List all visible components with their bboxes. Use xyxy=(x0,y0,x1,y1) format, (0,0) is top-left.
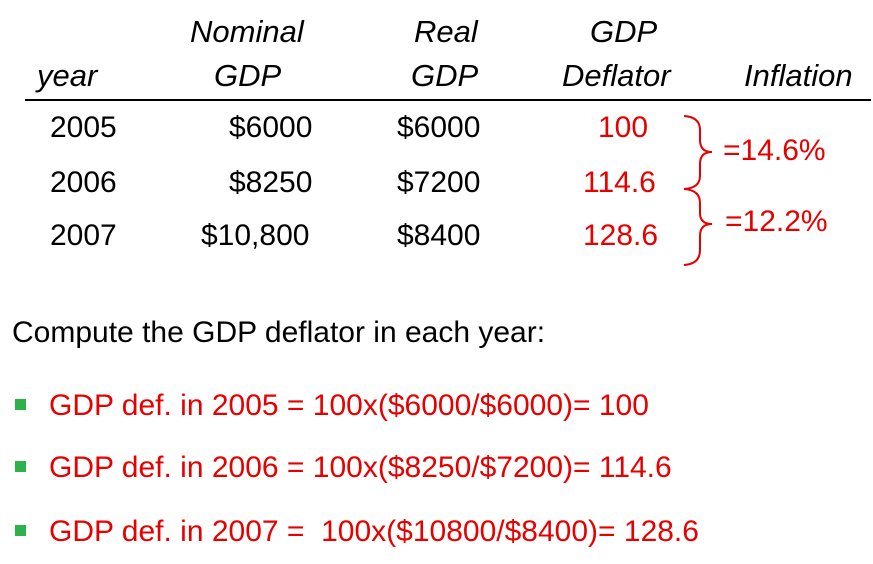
cell-nominal-2007: $10,800 xyxy=(201,219,310,252)
bullet-item-2005: GDP def. in 2005 = 100x($6000/$6000)= 10… xyxy=(49,389,649,422)
cell-deflator-2007: 128.6 xyxy=(583,219,659,252)
inflation-2007: =12.2% xyxy=(725,205,828,238)
header-deflator-line1: GDP xyxy=(590,14,658,49)
cell-deflator-2006: 114.6 xyxy=(583,166,656,199)
header-year: year xyxy=(37,58,98,93)
cell-real-2006: $7200 xyxy=(397,166,481,199)
square-bullet-icon xyxy=(15,461,26,472)
header-real-line2: GDP xyxy=(411,58,479,93)
cell-nominal-2006: $8250 xyxy=(229,166,313,199)
bullet-item-2006: GDP def. in 2006 = 100x($8250/$7200)= 11… xyxy=(49,451,672,484)
cell-year-2007: 2007 xyxy=(50,219,117,252)
header-nominal-line1: Nominal xyxy=(190,14,304,49)
cell-deflator-2005: 100 xyxy=(598,111,649,144)
right-curly-brace-icon xyxy=(683,115,713,190)
header-inflation: Inflation xyxy=(744,58,853,93)
prompt-text: Compute the GDP deflator in each year: xyxy=(12,316,546,349)
bullet-item-2007: GDP def. in 2007 = 100x($10800/$8400)= 1… xyxy=(49,515,699,548)
square-bullet-icon xyxy=(15,399,26,410)
right-curly-brace-icon xyxy=(683,188,713,266)
cell-real-2007: $8400 xyxy=(397,219,481,252)
cell-year-2005: 2005 xyxy=(50,111,117,144)
header-divider xyxy=(25,99,871,101)
header-real-line1: Real xyxy=(414,14,478,49)
square-bullet-icon xyxy=(15,525,26,536)
header-nominal-line2: GDP xyxy=(214,58,282,93)
cell-real-2005: $6000 xyxy=(397,111,481,144)
cell-year-2006: 2006 xyxy=(50,166,117,199)
inflation-2006: =14.6% xyxy=(723,134,826,167)
cell-nominal-2005: $6000 xyxy=(229,111,313,144)
header-deflator-line2: Deflator xyxy=(562,58,671,93)
